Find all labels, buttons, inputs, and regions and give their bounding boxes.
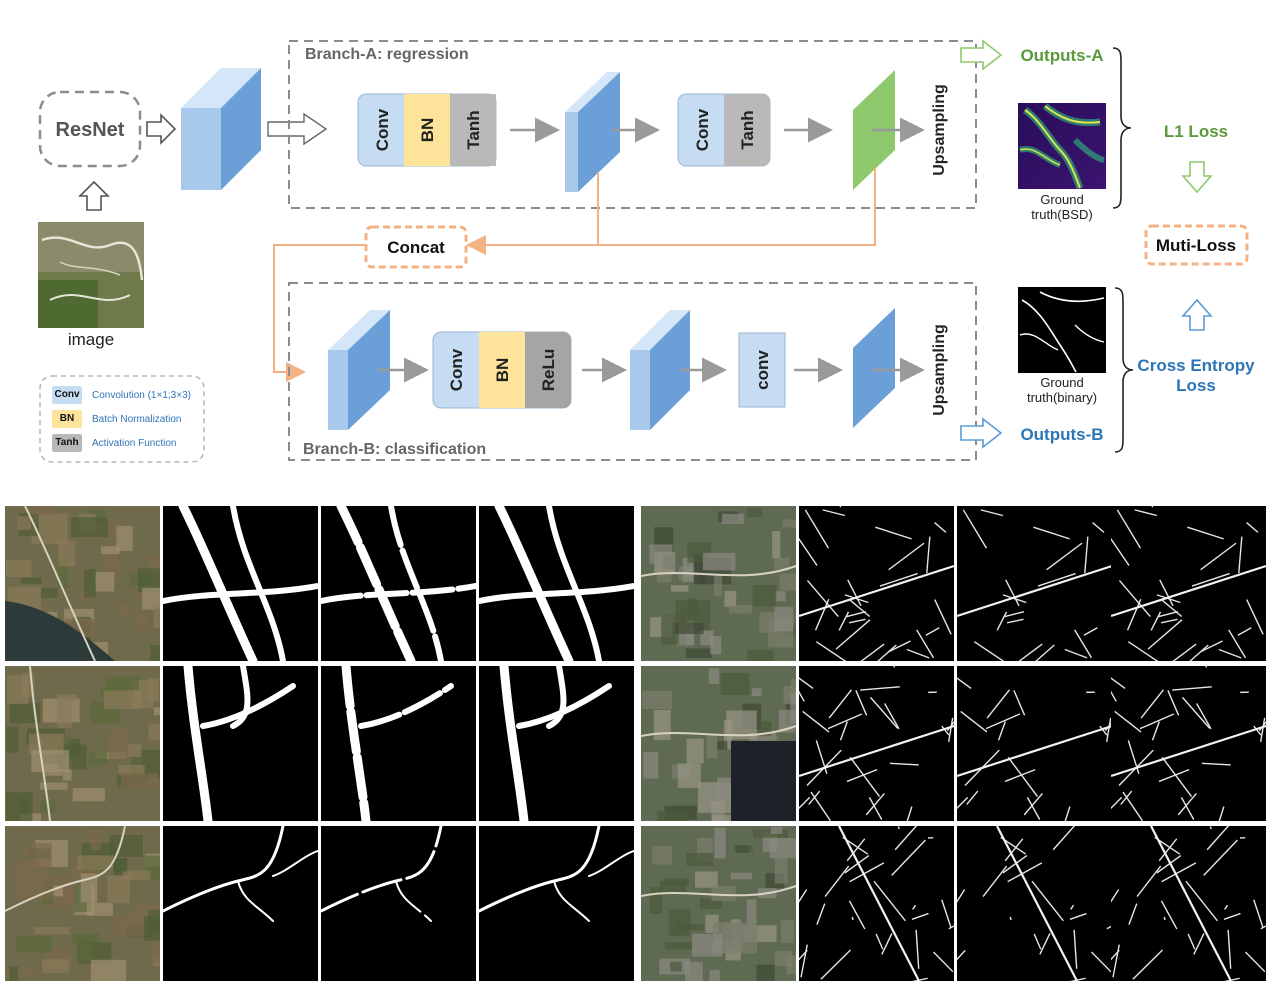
legend-desc: Batch Normalization [92, 413, 182, 425]
satellite-image-tile [641, 826, 796, 981]
ce-loss-label: Loss [1176, 376, 1216, 395]
outputs-a-label: Outputs-A [1020, 46, 1103, 65]
road-mask-tile [321, 506, 476, 661]
hollow-arrow-icon [146, 113, 177, 145]
upsampling-label: Upsampling [931, 84, 948, 176]
branch-b-feature-map [328, 310, 390, 430]
road-mask-tile [479, 666, 634, 821]
road-mask-tile [957, 666, 1112, 821]
ce-loss-label: Cross Entropy [1137, 356, 1255, 375]
satellite-image-tile [641, 506, 796, 661]
branch-b-label: Branch-B: classification [303, 441, 486, 458]
branch-a-conv-bn-tanh [357, 93, 497, 167]
legend-tag: BN [52, 410, 82, 428]
satellite-image-tile [5, 506, 160, 661]
conv-label: Conv [693, 108, 712, 151]
results-grid [0, 503, 1277, 987]
satellite-image-tile [641, 666, 796, 821]
road-mask-tile [799, 506, 954, 661]
gt-bsd-label: truth(BSD) [1031, 207, 1092, 222]
hollow-arrow-blue-icon [960, 417, 1003, 449]
legend-desc: Convolution (1×1;3×3) [92, 389, 191, 401]
l1-loss-label: L1 Loss [1164, 122, 1228, 141]
tanh-label: Tanh [738, 110, 757, 149]
branch-a-label: Branch-A: regression [305, 46, 469, 63]
conv-label: Conv [447, 348, 466, 391]
road-mask-tile [479, 506, 634, 661]
road-mask-tile [799, 826, 954, 981]
brace-bottom [1114, 287, 1134, 453]
road-mask-tile [1111, 826, 1266, 981]
hollow-arrow-icon [267, 112, 328, 146]
brace-top [1112, 47, 1132, 209]
legend-row: BN Batch Normalization [52, 407, 202, 431]
branch-a-conv-tanh [677, 93, 771, 167]
bn-label: BN [418, 118, 437, 143]
bn-label: BN [493, 358, 512, 383]
branch-b-feature-map [630, 310, 690, 430]
branch-a-feature-map [565, 72, 620, 192]
hollow-arrow-up-icon [78, 180, 110, 211]
encoder-feature-block [181, 68, 261, 190]
legend-row: Conv Convolution (1×1;3×3) [52, 383, 202, 407]
satellite-image-tile [5, 666, 160, 821]
road-mask-tile [321, 826, 476, 981]
conv-lower-label: conv [753, 350, 772, 390]
legend-box [39, 375, 205, 463]
tanh-label: Tanh [464, 110, 483, 149]
legend-desc: Activation Function [92, 437, 177, 449]
branch-b-conv-bn-relu [432, 331, 572, 409]
resnet-box [38, 90, 142, 168]
gt-binary-label: truth(binary) [1027, 390, 1097, 405]
gt-bsd-label: Ground [1040, 192, 1083, 207]
upsampling-label: Upsampling [931, 324, 948, 416]
gt-bsd-image [1018, 103, 1106, 190]
image-label: image [68, 330, 114, 349]
gt-binary-label: Ground [1040, 375, 1083, 390]
road-mask-tile [479, 826, 634, 981]
road-mask-tile [1111, 506, 1266, 661]
muti-loss-box [1144, 224, 1249, 266]
hollow-arrow-down-icon [1181, 161, 1213, 194]
architecture-diagram: ResNet image Branch-A: regression Conv B… [38, 39, 1255, 463]
satellite-image-tile [5, 826, 160, 981]
branch-a-box [288, 40, 977, 209]
legend-tag: Tanh [52, 434, 82, 452]
road-mask-tile [163, 506, 318, 661]
legend-row: Tanh Activation Function [52, 431, 202, 455]
legend: Conv Convolution (1×1;3×3) BN Batch Norm… [52, 383, 202, 455]
muti-loss-label: Muti-Loss [1156, 236, 1236, 255]
resnet-label: ResNet [56, 119, 125, 141]
hollow-arrow-up-icon [1181, 298, 1213, 331]
road-mask-tile [957, 826, 1112, 981]
outputs-b-label: Outputs-B [1020, 425, 1103, 444]
road-mask-tile [163, 826, 318, 981]
branch-b-box [288, 282, 977, 461]
road-mask-tile [163, 666, 318, 821]
road-mask-tile [1111, 666, 1266, 821]
road-mask-tile [799, 666, 954, 821]
road-mask-tile [957, 506, 1112, 661]
legend-tag: Conv [52, 386, 82, 404]
gt-binary-image [1018, 287, 1106, 373]
branch-b-conv [738, 332, 786, 408]
branch-b-output-map [853, 308, 895, 428]
conv-label: Conv [373, 108, 392, 151]
road-mask-tile [321, 666, 476, 821]
input-image [38, 222, 144, 328]
relu-label: ReLu [539, 349, 558, 392]
hollow-arrow-green-icon [960, 39, 1003, 71]
concat-label: Concat [387, 238, 445, 257]
